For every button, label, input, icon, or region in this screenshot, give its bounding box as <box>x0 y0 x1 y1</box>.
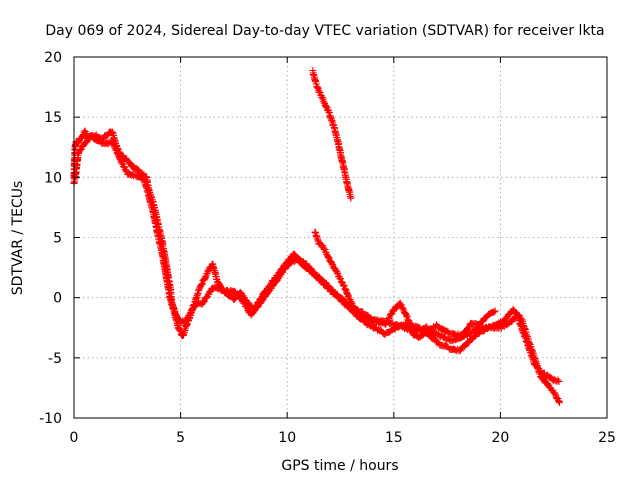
data-point-marker <box>339 281 347 289</box>
grid <box>74 57 607 418</box>
data-point-marker <box>325 254 333 262</box>
data-point-marker <box>478 318 486 326</box>
data-point-marker <box>517 314 525 322</box>
x-tick-label: 5 <box>176 430 185 446</box>
data-point-marker <box>337 275 344 283</box>
data-point-marker <box>387 311 395 319</box>
data-point-marker <box>385 315 393 323</box>
x-tick-label: 0 <box>70 430 79 446</box>
data-point-marker <box>555 398 563 406</box>
data-point-marker <box>350 303 358 311</box>
data-point-marker <box>199 299 207 307</box>
data-point-marker <box>338 278 346 286</box>
data-point-marker <box>77 146 85 154</box>
y-tick-label: 15 <box>44 110 62 126</box>
data-point-marker <box>551 389 559 397</box>
data-point-marker <box>354 308 362 316</box>
data-point-marker <box>491 307 499 315</box>
y-tick-label: 10 <box>44 170 62 186</box>
data-point-marker <box>329 261 337 269</box>
data-point-marker <box>465 324 473 332</box>
data-point-marker <box>198 280 206 288</box>
data-point-marker <box>245 299 253 307</box>
data-point-marker <box>335 273 343 281</box>
y-tick-label: 20 <box>44 50 62 66</box>
data-point-marker <box>351 304 359 312</box>
data-point-marker <box>320 245 328 253</box>
data-point-marker <box>103 132 111 140</box>
data-markers <box>70 66 564 407</box>
data-point-marker <box>321 281 329 289</box>
axis-ticks: 0 5 10 15 20 25 -10 -5 0 5 10 15 20 <box>39 50 616 446</box>
data-point-marker <box>202 273 210 281</box>
chart-title: Day 069 of 2024, Sidereal Day-to-day VTE… <box>45 23 604 39</box>
data-point-marker <box>556 399 564 407</box>
data-point-marker <box>551 390 559 398</box>
y-tick-label: 5 <box>53 231 62 247</box>
data-point-marker <box>198 280 206 288</box>
data-point-marker <box>347 194 355 202</box>
data-point-marker <box>83 138 91 146</box>
data-point-marker <box>317 276 325 284</box>
x-axis-label: GPS time / hours <box>281 458 398 474</box>
data-point-marker <box>140 174 148 182</box>
data-point-marker <box>314 84 322 92</box>
y-axis-label: SDTVAR / TECUs <box>10 181 26 296</box>
data-point-marker <box>315 87 323 95</box>
data-point-marker <box>199 298 207 306</box>
data-point-marker <box>262 288 270 296</box>
data-point-marker <box>459 332 467 340</box>
y-tick-label: -5 <box>48 351 62 367</box>
data-point-marker <box>317 240 325 248</box>
data-point-marker <box>381 321 389 329</box>
data-point-marker <box>490 308 498 316</box>
data-point-marker <box>333 269 341 277</box>
data-point-marker <box>555 377 563 385</box>
data-point-marker <box>324 253 332 261</box>
x-tick-label: 15 <box>385 430 403 446</box>
y-tick-label: -10 <box>39 411 62 427</box>
data-point-marker <box>313 83 321 91</box>
data-point-marker <box>120 163 128 171</box>
data-point-marker <box>236 288 244 296</box>
x-tick-label: 25 <box>598 430 616 446</box>
data-point-marker <box>398 304 406 312</box>
data-point-marker <box>202 294 210 302</box>
x-tick-label: 10 <box>278 430 296 446</box>
x-tick-label: 20 <box>491 430 509 446</box>
data-point-marker <box>554 376 562 384</box>
y-tick-label: 0 <box>53 291 62 307</box>
data-point-marker <box>267 281 275 289</box>
